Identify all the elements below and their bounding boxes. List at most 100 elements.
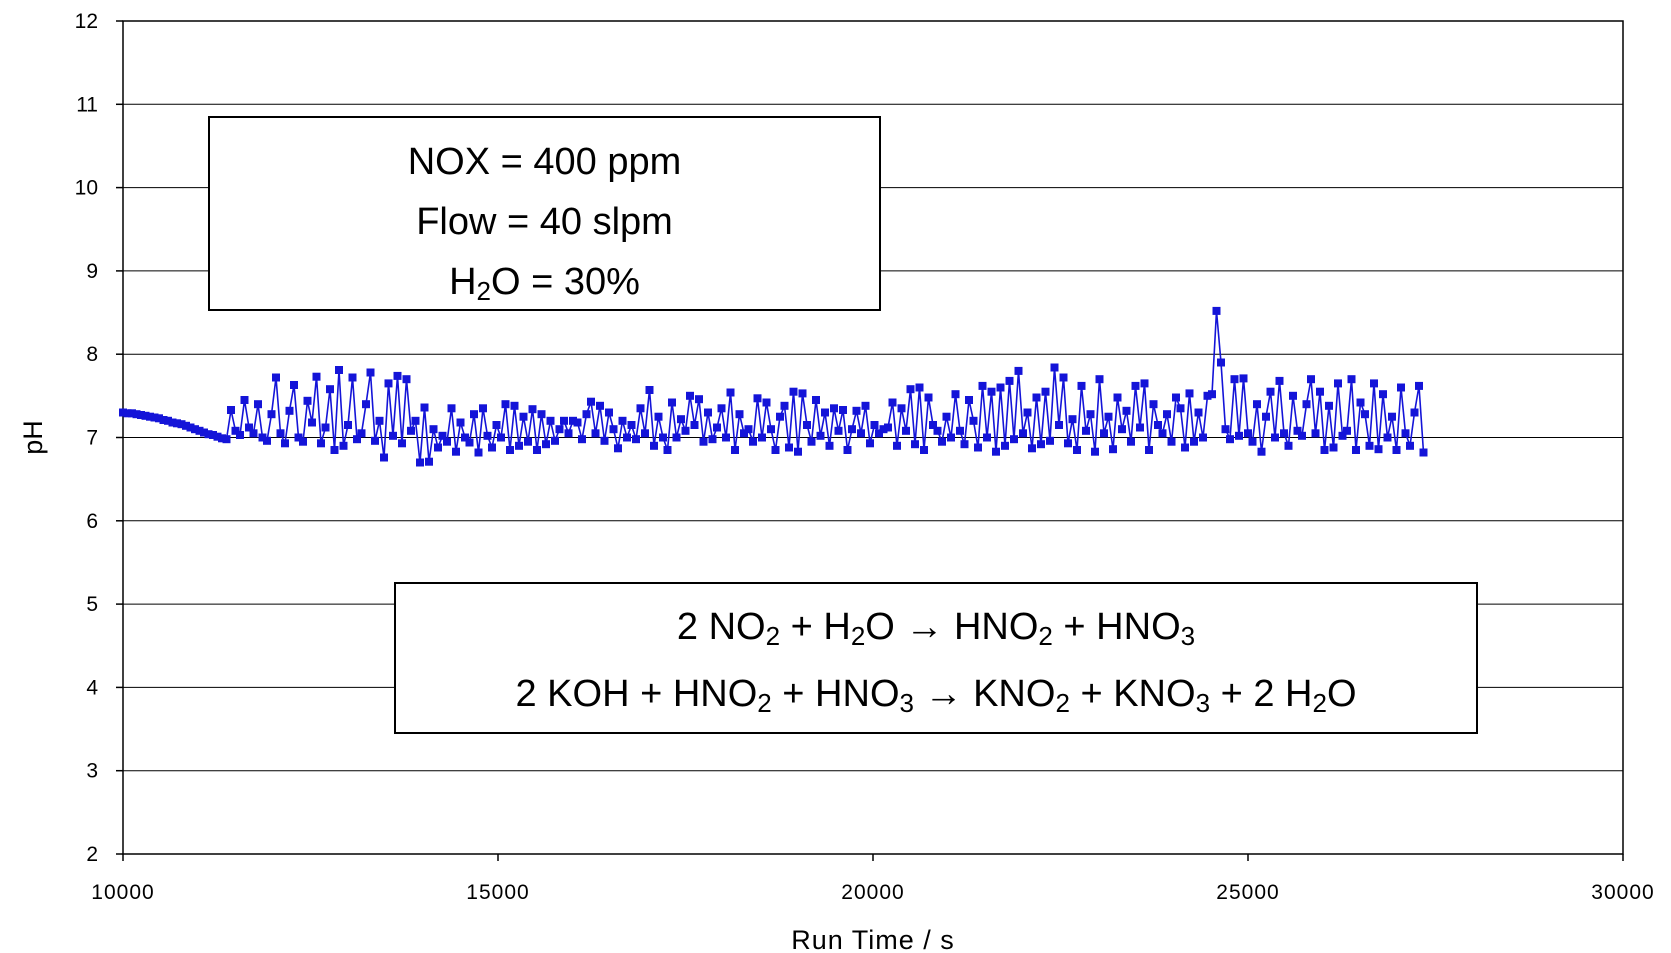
data-point xyxy=(1059,373,1068,382)
data-point xyxy=(447,404,456,413)
data-point xyxy=(348,373,357,382)
equation-text: + HNO xyxy=(771,673,900,715)
data-point xyxy=(573,418,582,427)
data-point xyxy=(1122,406,1131,415)
data-point xyxy=(213,432,222,441)
data-point xyxy=(1136,423,1144,432)
data-point xyxy=(1415,381,1423,390)
data-point xyxy=(983,433,991,442)
data-point xyxy=(1046,436,1054,445)
data-point xyxy=(546,416,555,425)
x-tick-label: 15000 xyxy=(466,881,529,904)
data-point xyxy=(1235,431,1243,440)
data-point xyxy=(1419,448,1428,457)
data-point xyxy=(1149,400,1158,409)
data-point xyxy=(159,416,168,424)
data-point xyxy=(375,416,384,425)
data-point xyxy=(1334,379,1342,388)
data-point xyxy=(591,429,600,438)
data-point xyxy=(1140,379,1149,388)
data-point xyxy=(564,429,573,438)
data-point xyxy=(1037,440,1045,449)
data-point xyxy=(825,441,834,450)
nox-label: NOX = 400 ppm xyxy=(407,141,682,183)
data-point xyxy=(1014,366,1023,375)
data-point xyxy=(195,426,204,435)
data-point xyxy=(924,393,933,402)
data-point xyxy=(812,396,820,404)
data-point xyxy=(794,447,802,456)
data-point xyxy=(303,396,312,405)
data-point xyxy=(726,388,735,397)
data-point xyxy=(263,436,271,445)
data-point xyxy=(452,447,460,456)
data-point xyxy=(474,448,483,457)
data-point xyxy=(884,423,892,432)
data-point xyxy=(1361,410,1369,419)
data-point xyxy=(1302,400,1311,409)
data-point xyxy=(1392,446,1401,454)
data-point xyxy=(681,426,690,435)
data-point xyxy=(389,431,397,440)
data-point xyxy=(807,437,816,446)
y-tick-label: 8 xyxy=(86,343,98,366)
data-point xyxy=(1032,393,1041,402)
data-point xyxy=(528,405,537,414)
data-point xyxy=(191,425,199,434)
data-point xyxy=(1325,401,1333,410)
data-point xyxy=(978,381,987,390)
data-point xyxy=(177,420,186,429)
data-point xyxy=(128,409,136,418)
series-line xyxy=(122,310,1425,463)
data-point xyxy=(1091,447,1099,456)
data-point xyxy=(1311,429,1320,438)
data-point xyxy=(326,385,334,394)
data-point xyxy=(1329,443,1338,452)
data-point xyxy=(578,435,586,444)
data-point xyxy=(717,404,726,413)
data-point xyxy=(1406,441,1414,450)
data-point xyxy=(1028,444,1036,453)
equation-subscript: 2 xyxy=(1312,688,1327,718)
data-point xyxy=(249,429,258,438)
data-point xyxy=(915,383,924,392)
data-point xyxy=(843,446,852,454)
data-point xyxy=(254,400,262,409)
data-point xyxy=(1370,379,1378,388)
data-point xyxy=(1158,429,1167,438)
data-point xyxy=(443,437,451,446)
y-tick-label: 12 xyxy=(75,10,98,33)
data-point xyxy=(132,410,141,419)
data-point xyxy=(893,441,901,450)
data-point xyxy=(542,440,550,449)
data-point xyxy=(618,416,627,425)
data-point xyxy=(605,408,613,417)
data-point xyxy=(956,426,964,435)
data-point xyxy=(996,383,1005,392)
data-point xyxy=(344,421,352,429)
data-point xyxy=(357,429,366,438)
equation-subscript: 3 xyxy=(1195,688,1211,718)
data-point xyxy=(362,400,370,409)
x-tick-label: 30000 xyxy=(1591,881,1654,904)
data-point xyxy=(267,410,276,419)
y-tick-label: 4 xyxy=(86,676,98,699)
data-point xyxy=(600,436,609,445)
data-point xyxy=(434,443,442,452)
data-point xyxy=(555,425,564,434)
data-point xyxy=(1208,390,1216,399)
data-point xyxy=(776,412,784,421)
data-point xyxy=(227,406,235,414)
equation-subscript: 2 xyxy=(757,688,772,718)
data-point xyxy=(969,416,978,425)
data-point xyxy=(1001,441,1009,450)
data-point xyxy=(582,410,591,419)
data-point xyxy=(204,430,213,439)
data-point xyxy=(402,375,411,384)
data-point xyxy=(1338,431,1347,440)
data-point xyxy=(762,398,771,407)
data-point xyxy=(821,408,829,417)
data-point xyxy=(992,447,1000,456)
data-point xyxy=(1262,412,1270,421)
data-point xyxy=(870,421,879,429)
